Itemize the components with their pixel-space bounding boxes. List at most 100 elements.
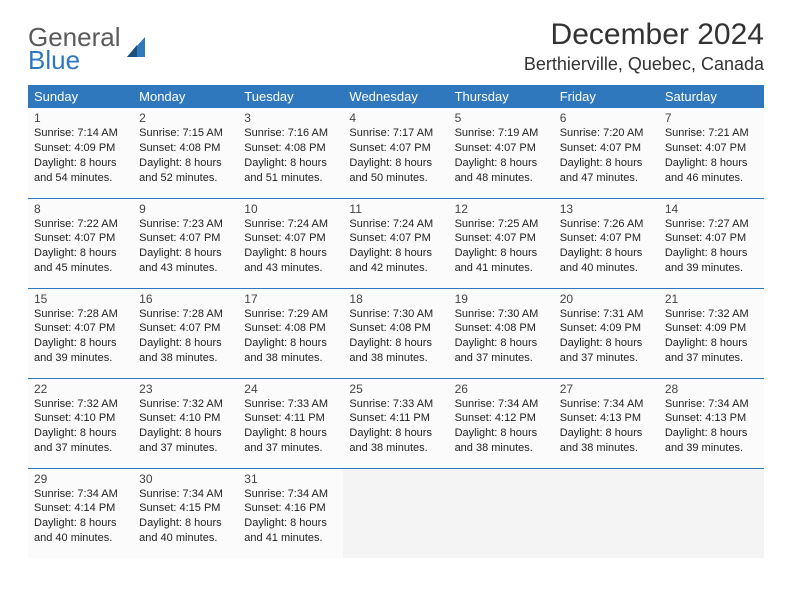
sunset-text: Sunset: 4:13 PM [560,411,653,426]
day-cell: 27Sunrise: 7:34 AMSunset: 4:13 PMDayligh… [554,378,659,468]
day-cell [659,468,764,558]
day-cell: 18Sunrise: 7:30 AMSunset: 4:08 PMDayligh… [343,288,448,378]
daylight-text: Daylight: 8 hours and 37 minutes. [34,426,127,456]
daylight-text: Daylight: 8 hours and 50 minutes. [349,156,442,186]
sunset-text: Sunset: 4:07 PM [560,231,653,246]
sunrise-text: Sunrise: 7:21 AM [665,126,758,141]
day-number: 5 [455,111,548,125]
sunrise-text: Sunrise: 7:16 AM [244,126,337,141]
sunset-text: Sunset: 4:08 PM [244,141,337,156]
daylight-text: Daylight: 8 hours and 37 minutes. [244,426,337,456]
day-cell: 20Sunrise: 7:31 AMSunset: 4:09 PMDayligh… [554,288,659,378]
sunrise-text: Sunrise: 7:34 AM [665,397,758,412]
table-row: 1Sunrise: 7:14 AMSunset: 4:09 PMDaylight… [28,108,764,198]
daylight-text: Daylight: 8 hours and 38 minutes. [455,426,548,456]
sunrise-text: Sunrise: 7:15 AM [139,126,232,141]
column-header: Saturday [659,85,764,108]
day-cell: 13Sunrise: 7:26 AMSunset: 4:07 PMDayligh… [554,198,659,288]
logo: General Blue [28,24,149,73]
day-number: 10 [244,202,337,216]
day-cell: 12Sunrise: 7:25 AMSunset: 4:07 PMDayligh… [449,198,554,288]
day-number: 18 [349,292,442,306]
day-cell: 8Sunrise: 7:22 AMSunset: 4:07 PMDaylight… [28,198,133,288]
column-header: Thursday [449,85,554,108]
sunset-text: Sunset: 4:09 PM [560,321,653,336]
daylight-text: Daylight: 8 hours and 51 minutes. [244,156,337,186]
sunrise-text: Sunrise: 7:30 AM [349,307,442,322]
daylight-text: Daylight: 8 hours and 38 minutes. [139,336,232,366]
day-number: 22 [34,382,127,396]
sunrise-text: Sunrise: 7:34 AM [139,487,232,502]
sunset-text: Sunset: 4:07 PM [560,141,653,156]
sunset-text: Sunset: 4:08 PM [244,321,337,336]
day-number: 3 [244,111,337,125]
sunset-text: Sunset: 4:08 PM [455,321,548,336]
column-header: Sunday [28,85,133,108]
day-number: 24 [244,382,337,396]
sunset-text: Sunset: 4:08 PM [349,321,442,336]
day-number: 2 [139,111,232,125]
sunrise-text: Sunrise: 7:23 AM [139,217,232,232]
sunrise-text: Sunrise: 7:24 AM [349,217,442,232]
daylight-text: Daylight: 8 hours and 40 minutes. [139,516,232,546]
day-cell: 15Sunrise: 7:28 AMSunset: 4:07 PMDayligh… [28,288,133,378]
sunrise-text: Sunrise: 7:32 AM [139,397,232,412]
sunrise-text: Sunrise: 7:24 AM [244,217,337,232]
sunrise-text: Sunrise: 7:28 AM [34,307,127,322]
sunrise-text: Sunrise: 7:20 AM [560,126,653,141]
sunset-text: Sunset: 4:07 PM [349,231,442,246]
sunrise-text: Sunrise: 7:25 AM [455,217,548,232]
sunset-text: Sunset: 4:16 PM [244,501,337,516]
day-number: 25 [349,382,442,396]
sunset-text: Sunset: 4:13 PM [665,411,758,426]
sunrise-text: Sunrise: 7:19 AM [455,126,548,141]
daylight-text: Daylight: 8 hours and 41 minutes. [455,246,548,276]
daylight-text: Daylight: 8 hours and 45 minutes. [34,246,127,276]
sunrise-text: Sunrise: 7:30 AM [455,307,548,322]
daylight-text: Daylight: 8 hours and 46 minutes. [665,156,758,186]
sunset-text: Sunset: 4:10 PM [139,411,232,426]
daylight-text: Daylight: 8 hours and 41 minutes. [244,516,337,546]
sunset-text: Sunset: 4:07 PM [455,231,548,246]
sunset-text: Sunset: 4:07 PM [34,321,127,336]
day-cell: 17Sunrise: 7:29 AMSunset: 4:08 PMDayligh… [238,288,343,378]
day-cell: 7Sunrise: 7:21 AMSunset: 4:07 PMDaylight… [659,108,764,198]
column-header: Tuesday [238,85,343,108]
day-cell: 14Sunrise: 7:27 AMSunset: 4:07 PMDayligh… [659,198,764,288]
day-cell: 4Sunrise: 7:17 AMSunset: 4:07 PMDaylight… [343,108,448,198]
day-cell: 23Sunrise: 7:32 AMSunset: 4:10 PMDayligh… [133,378,238,468]
daylight-text: Daylight: 8 hours and 38 minutes. [560,426,653,456]
day-number: 11 [349,202,442,216]
day-cell: 1Sunrise: 7:14 AMSunset: 4:09 PMDaylight… [28,108,133,198]
day-cell: 28Sunrise: 7:34 AMSunset: 4:13 PMDayligh… [659,378,764,468]
daylight-text: Daylight: 8 hours and 38 minutes. [244,336,337,366]
sunrise-text: Sunrise: 7:22 AM [34,217,127,232]
daylight-text: Daylight: 8 hours and 52 minutes. [139,156,232,186]
sunset-text: Sunset: 4:10 PM [34,411,127,426]
day-number: 19 [455,292,548,306]
day-number: 26 [455,382,548,396]
sunrise-text: Sunrise: 7:17 AM [349,126,442,141]
daylight-text: Daylight: 8 hours and 37 minutes. [560,336,653,366]
day-number: 4 [349,111,442,125]
day-cell: 10Sunrise: 7:24 AMSunset: 4:07 PMDayligh… [238,198,343,288]
day-cell: 6Sunrise: 7:20 AMSunset: 4:07 PMDaylight… [554,108,659,198]
day-cell: 2Sunrise: 7:15 AMSunset: 4:08 PMDaylight… [133,108,238,198]
sunrise-text: Sunrise: 7:28 AM [139,307,232,322]
day-number: 28 [665,382,758,396]
sunset-text: Sunset: 4:07 PM [455,141,548,156]
daylight-text: Daylight: 8 hours and 43 minutes. [139,246,232,276]
day-cell: 16Sunrise: 7:28 AMSunset: 4:07 PMDayligh… [133,288,238,378]
sunset-text: Sunset: 4:11 PM [244,411,337,426]
day-cell: 22Sunrise: 7:32 AMSunset: 4:10 PMDayligh… [28,378,133,468]
day-cell: 5Sunrise: 7:19 AMSunset: 4:07 PMDaylight… [449,108,554,198]
sunset-text: Sunset: 4:08 PM [139,141,232,156]
day-cell: 3Sunrise: 7:16 AMSunset: 4:08 PMDaylight… [238,108,343,198]
day-number: 16 [139,292,232,306]
sunset-text: Sunset: 4:15 PM [139,501,232,516]
day-cell [554,468,659,558]
sunset-text: Sunset: 4:07 PM [139,321,232,336]
column-header: Friday [554,85,659,108]
day-cell: 30Sunrise: 7:34 AMSunset: 4:15 PMDayligh… [133,468,238,558]
sunrise-text: Sunrise: 7:33 AM [349,397,442,412]
